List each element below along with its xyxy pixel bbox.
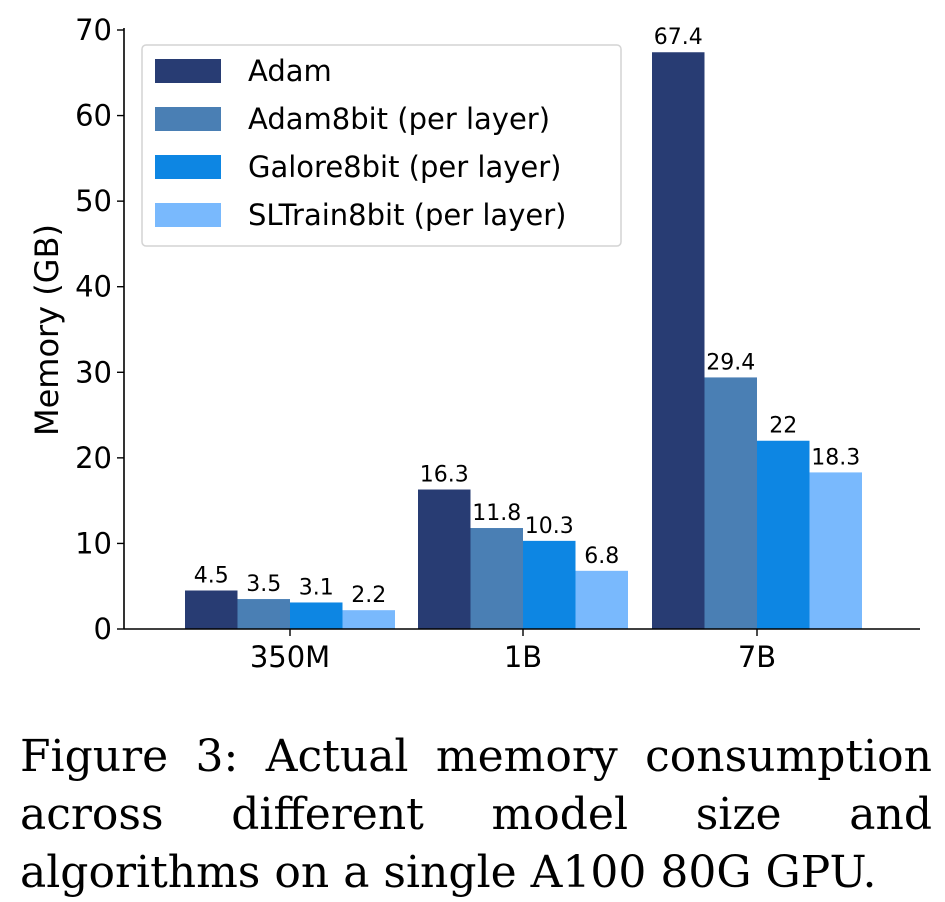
y-tick-label-0: 0 [94, 612, 112, 646]
axes-group: 0 10 20 30 40 50 60 70 350M 1B 7B [75, 13, 920, 674]
data-label-7B-series-1: 29.4 [706, 350, 755, 375]
bar-7B-series-1 [704, 377, 757, 629]
y-tick-label-50: 50 [75, 184, 112, 218]
data-label-350M-series-3: 2.2 [351, 583, 386, 608]
bar-350M-series-2 [290, 602, 343, 629]
legend-swatch-2 [155, 155, 221, 179]
y-tick-label-60: 60 [75, 99, 112, 133]
y-tick-label-20: 20 [75, 441, 112, 475]
y-axis-label: Memory (GB) [28, 224, 66, 436]
y-tick-label-70: 70 [75, 13, 112, 47]
y-tick-label-30: 30 [75, 355, 112, 389]
x-tick-label-7B: 7B [738, 640, 776, 674]
bar-1B-series-3 [575, 570, 628, 629]
legend-label-3: SLTrain8bit (per layer) [248, 198, 566, 232]
data-label-350M-series-2: 3.1 [299, 575, 334, 600]
legend-frame [141, 44, 622, 247]
legend-swatch-1 [155, 107, 221, 131]
bar-350M-series-1 [237, 599, 290, 629]
data-label-7B-series-2: 22 [769, 414, 797, 439]
data-label-350M-series-1: 3.5 [246, 572, 281, 597]
x-tick-label-350M: 350M [250, 640, 330, 674]
data-label-7B-series-0: 67.4 [654, 25, 703, 50]
y-tick-label-10: 10 [75, 526, 112, 560]
bar-1B-series-0 [418, 489, 471, 629]
data-label-350M-series-0: 4.5 [194, 563, 229, 588]
bar-7B-series-3 [809, 472, 862, 629]
data-label-1B-series-2: 10.3 [525, 514, 574, 539]
legend-label-2: Galore8bit (per layer) [248, 150, 561, 184]
bar-350M-series-3 [342, 610, 395, 629]
data-label-1B-series-3: 6.8 [584, 544, 619, 569]
bars-group [185, 52, 862, 629]
legend-label-0: Adam [248, 54, 332, 88]
y-tick-label-40: 40 [75, 270, 112, 304]
legend-label-1: Adam8bit (per layer) [248, 102, 550, 136]
bar-7B-series-2 [757, 440, 810, 629]
figure-caption: Figure 3: Actual memory consumption acro… [20, 731, 932, 898]
data-label-1B-series-1: 11.8 [472, 501, 521, 526]
legend-swatch-3 [155, 203, 221, 227]
data-label-1B-series-0: 16.3 [420, 463, 469, 488]
legend: Adam Adam8bit (per layer) Galore8bit (per … [141, 44, 622, 247]
data-labels-group: 4.5 16.3 67.4 3.5 11.8 29.4 3.1 10.3 22 2.2 6.8 18.… [194, 25, 860, 608]
bar-7B-series-0 [652, 52, 705, 629]
memory-bar-chart: 4.5 16.3 67.4 3.5 11.8 29.4 3.1 10.3 22 2.2 6.8 18.… [28, 13, 920, 674]
bar-1B-series-2 [523, 540, 576, 629]
data-label-7B-series-3: 18.3 [811, 445, 860, 470]
x-tick-label-1B: 1B [504, 640, 542, 674]
legend-swatch-0 [155, 59, 221, 83]
bar-1B-series-1 [470, 528, 523, 629]
bar-350M-series-0 [185, 590, 238, 629]
